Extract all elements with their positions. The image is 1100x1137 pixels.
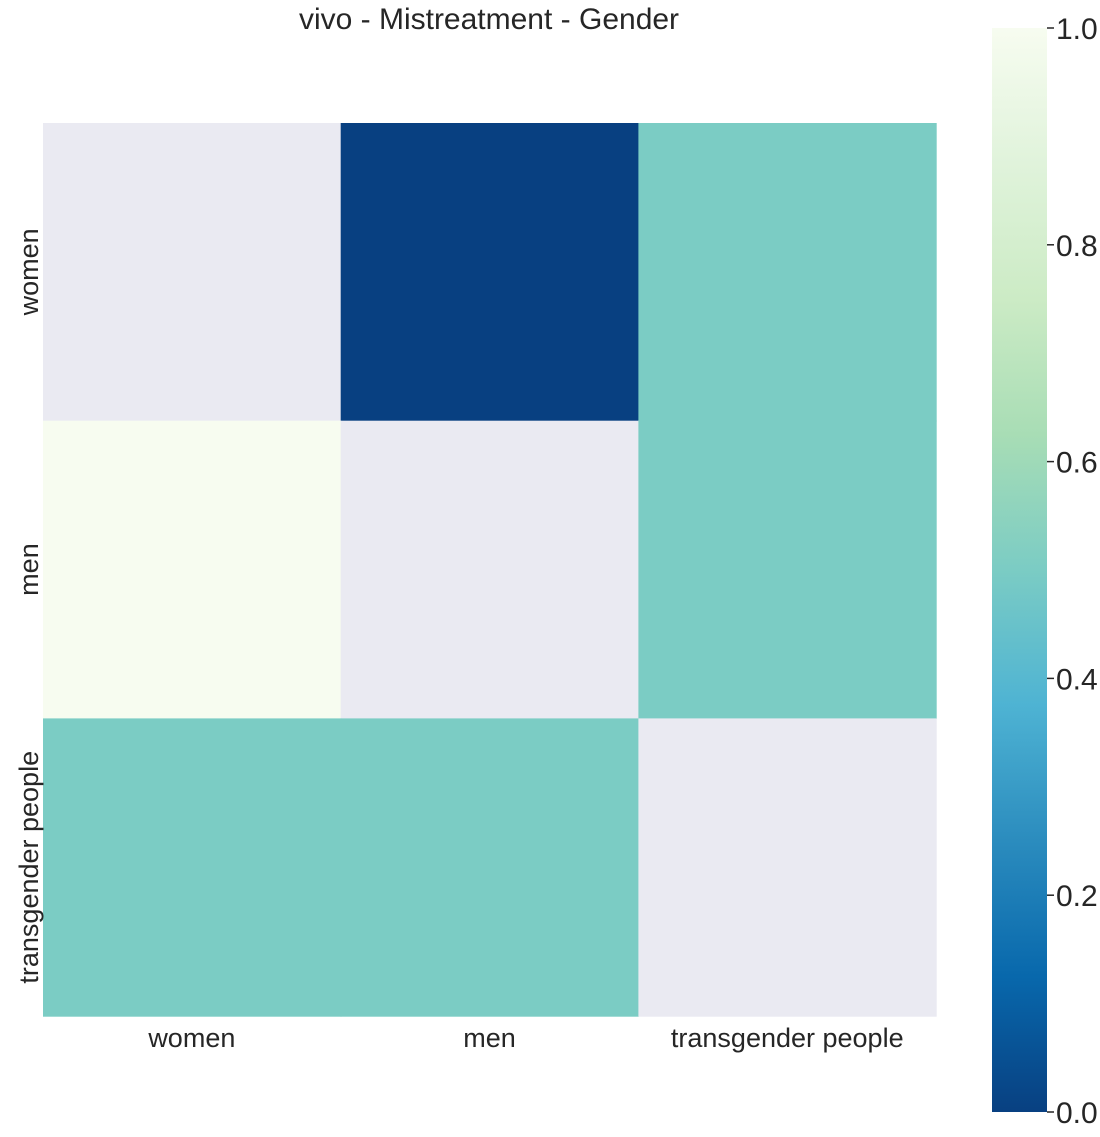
heatmap-cell-women-transgender-people	[638, 123, 937, 422]
colorbar-tick-label: 0.4	[1056, 663, 1098, 696]
colorbar: 0.0 0.2 0.4 0.6 0.8 1.0	[992, 13, 1098, 1130]
y-tick-label: men	[14, 543, 44, 596]
heatmap-cell-men-transgender-people	[638, 420, 937, 719]
colorbar-tick-label: 0.2	[1056, 880, 1098, 913]
chart-title: vivo - Mistreatment - Gender	[299, 3, 679, 36]
x-tick-label: transgender people	[671, 1023, 904, 1053]
y-tick-label: transgender people	[14, 751, 44, 984]
heatmap-cell-women-women	[43, 123, 342, 422]
heatmap-cell-women-men	[340, 123, 639, 422]
heatmap-cell-transgender-people-men	[340, 718, 639, 1017]
heatmap-cells	[43, 123, 937, 1017]
heatmap-cell-men-women	[43, 420, 342, 719]
y-tick-labels: women men transgender people	[14, 228, 44, 983]
heatmap-cell-transgender-people-women	[43, 718, 342, 1017]
y-tick-label: women	[14, 228, 44, 316]
heatmap-cell-transgender-people-transgender-people	[638, 718, 937, 1017]
x-tick-label: women	[147, 1023, 235, 1053]
heatmap-cell-men-men	[340, 420, 639, 719]
colorbar-tick-label: 1.0	[1056, 13, 1098, 46]
x-tick-label: men	[463, 1023, 516, 1053]
colorbar-gradient	[992, 28, 1047, 1112]
colorbar-tick-label: 0.8	[1056, 230, 1098, 263]
colorbar-tick-label: 0.0	[1056, 1097, 1098, 1130]
x-tick-labels: women men transgender people	[147, 1023, 903, 1053]
colorbar-tick-label: 0.6	[1056, 447, 1098, 480]
